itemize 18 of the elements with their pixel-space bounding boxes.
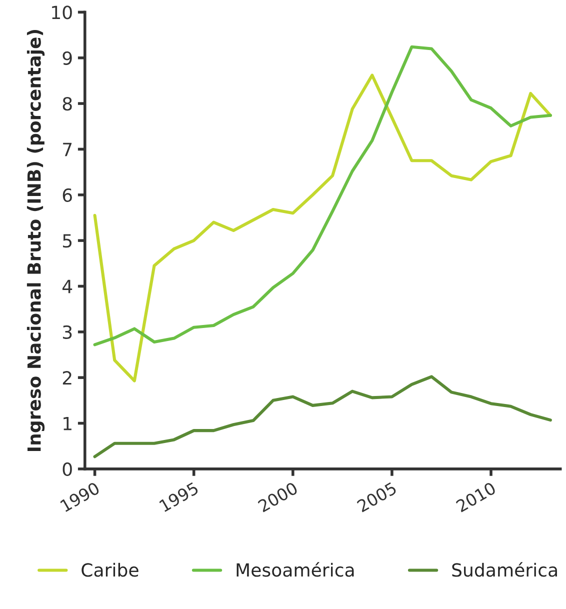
legend-label: Caribe — [82, 562, 138, 577]
line-series — [93, 74, 552, 382]
y-axis-title: Ingreso Nacional Bruto (INB) (porcentaje) — [26, 30, 45, 451]
y-tick-label: 6 — [62, 188, 72, 202]
y-tick-label: 1 — [64, 416, 72, 430]
y-tick-label: 3 — [62, 325, 72, 340]
legend-label: Sudamérica — [452, 562, 557, 577]
line-series — [93, 375, 552, 458]
line-series — [93, 45, 552, 346]
y-tick-label: 7 — [63, 142, 72, 156]
y-tick-label: 4 — [62, 280, 72, 294]
y-tick-label: 9 — [62, 51, 72, 65]
y-tick-label: 8 — [62, 96, 72, 111]
legend-label: Mesoamérica — [236, 562, 354, 577]
y-tick-label: 2 — [62, 371, 72, 384]
y-tick-label: 0 — [62, 462, 72, 476]
y-tick-label: 5 — [63, 234, 72, 248]
y-tick-label: 10 — [52, 6, 72, 20]
